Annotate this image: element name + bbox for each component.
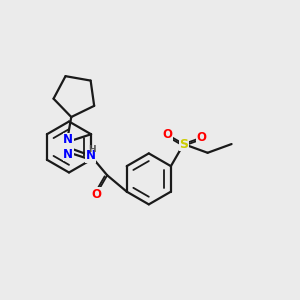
Text: O: O: [91, 188, 101, 200]
Text: H: H: [88, 145, 96, 154]
Text: N: N: [63, 148, 73, 161]
Text: S: S: [179, 138, 188, 151]
Text: N: N: [63, 133, 73, 146]
Text: O: O: [162, 128, 172, 141]
Text: N: N: [86, 149, 96, 162]
Text: O: O: [196, 131, 207, 144]
